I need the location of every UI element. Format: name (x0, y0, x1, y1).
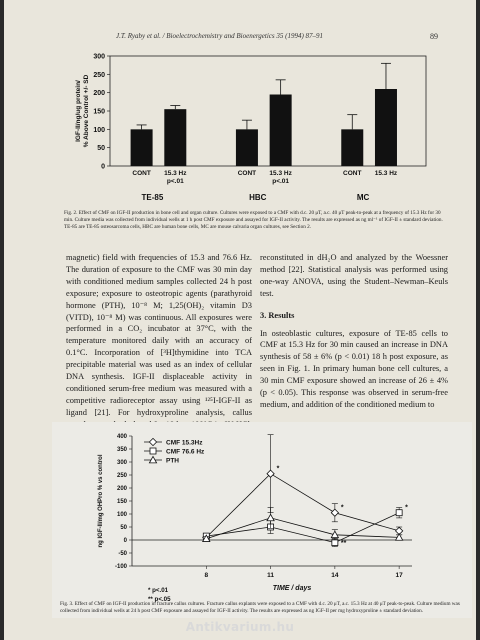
figure-3-line-chart: -100 -50 0 50 100 150 200 250 300 350 400 8 11 14 17 ng… (52, 422, 472, 618)
triangle-marker (266, 513, 275, 522)
footnote: * p<.01 (148, 587, 169, 594)
triangle-marker (148, 455, 158, 464)
y-tick-label: 400 (117, 434, 128, 440)
page-number: 89 (430, 32, 438, 41)
series-line (206, 473, 400, 538)
bar-label: CONT (343, 170, 361, 177)
x-tick-label: 11 (267, 572, 274, 579)
results-paragraph: In osteoblastic cultures, exposure of TE… (260, 328, 448, 409)
bar (235, 129, 258, 166)
group-label: TE-85 (142, 193, 164, 202)
bar-label: 15.3 Hz (164, 170, 187, 177)
series-line (206, 512, 400, 544)
triangle-marker (202, 534, 211, 542)
x-tick-label: 14 (331, 572, 339, 579)
figure-3-caption: Fig. 3. Effect of CMF on IGF-II producti… (60, 601, 460, 614)
y-tick-label: 0 (101, 164, 105, 171)
y-tick-label: 50 (120, 525, 127, 531)
legend-label: PTH (166, 458, 179, 465)
square-marker (395, 509, 403, 517)
y-axis-label: IGF-II/ng/ug protein/% Above Control +/-… (75, 74, 90, 147)
legend-label: CMF 15.3Hz (166, 440, 203, 447)
y-axis-label: ng IGF-II/mg OHPro % vs control (98, 454, 104, 547)
diamond-marker (330, 508, 340, 517)
y-tick-label: 100 (93, 127, 105, 134)
bar (269, 94, 292, 166)
bar-label: CONT (132, 170, 150, 177)
significance-asterisk: * (405, 505, 408, 512)
series-line (206, 517, 400, 540)
y-tick-label: 250 (93, 72, 105, 79)
bar-label: 15.3 Hz (375, 170, 398, 177)
significance-asterisk: * (277, 466, 280, 473)
y-tick-label: 200 (117, 486, 128, 492)
diamond-marker (148, 437, 158, 447)
y-tick-label: 0 (124, 538, 128, 544)
significance-label: p<.01 (167, 178, 184, 185)
square-marker (331, 539, 339, 546)
y-tick-label: 50 (97, 145, 105, 152)
bar (164, 109, 187, 166)
bar-label: CONT (238, 170, 256, 177)
watermark: Antikvarium.hu (185, 620, 295, 634)
legend-label: CMF 76.6 Hz (166, 449, 205, 456)
y-tick-label: 200 (93, 90, 105, 97)
bar (341, 129, 364, 166)
running-head: J.T. Ryaby et al. / Bioelectrochemistry … (116, 32, 324, 40)
group-label: MC (357, 193, 370, 202)
bar (130, 129, 153, 166)
y-tick-label: 150 (117, 499, 128, 505)
bar-label: 15.3 Hz (269, 170, 292, 177)
x-tick-label: 8 (204, 572, 208, 579)
x-tick-label: 17 (396, 572, 404, 579)
y-tick-label: -100 (115, 564, 128, 570)
journal-page: J.T. Ryaby et al. / Bioelectrochemistry … (4, 0, 476, 640)
diamond-marker (266, 469, 275, 478)
y-axis-label-line: % Above Control +/- SD (83, 74, 90, 147)
significance-asterisk: * (341, 505, 344, 512)
y-tick-label: 300 (93, 54, 105, 61)
triangle-marker (394, 532, 404, 541)
bar (374, 89, 397, 166)
right-paragraph: reconstituted in dH₂O and analyzed by th… (260, 253, 448, 298)
y-tick-label: 250 (117, 473, 128, 479)
significance-asterisk: ** (341, 540, 347, 547)
body-right-column: reconstituted in dH₂O and analyzed by th… (260, 252, 448, 480)
y-tick-label: -50 (118, 551, 127, 557)
square-marker (149, 447, 157, 455)
x-axis-label: TIME / days (273, 585, 312, 592)
significance-label: p<.01 (272, 178, 289, 185)
left-paragraph: magnetic) field with frequencies of 15.3… (66, 253, 252, 441)
y-tick-label: 350 (117, 447, 128, 453)
section-heading: 3. Results (260, 310, 295, 320)
triangle-marker (330, 530, 340, 539)
y-tick-label: 300 (117, 460, 128, 466)
y-tick-label: 150 (93, 109, 105, 116)
y-axis-label-line: IGF-II/ng/ug protein/ (75, 80, 82, 142)
group-label: HBC (249, 193, 267, 202)
footnote: ** p<.05 (148, 596, 171, 603)
y-tick-label: 100 (117, 512, 128, 518)
figure-2-caption: Fig. 2. Effect of CMF on IGF-II producti… (64, 210, 443, 230)
figure-2-bar-chart: 0 50 100 150 200 250 300 IGF-II/ng/ug protein/%… (75, 54, 427, 202)
